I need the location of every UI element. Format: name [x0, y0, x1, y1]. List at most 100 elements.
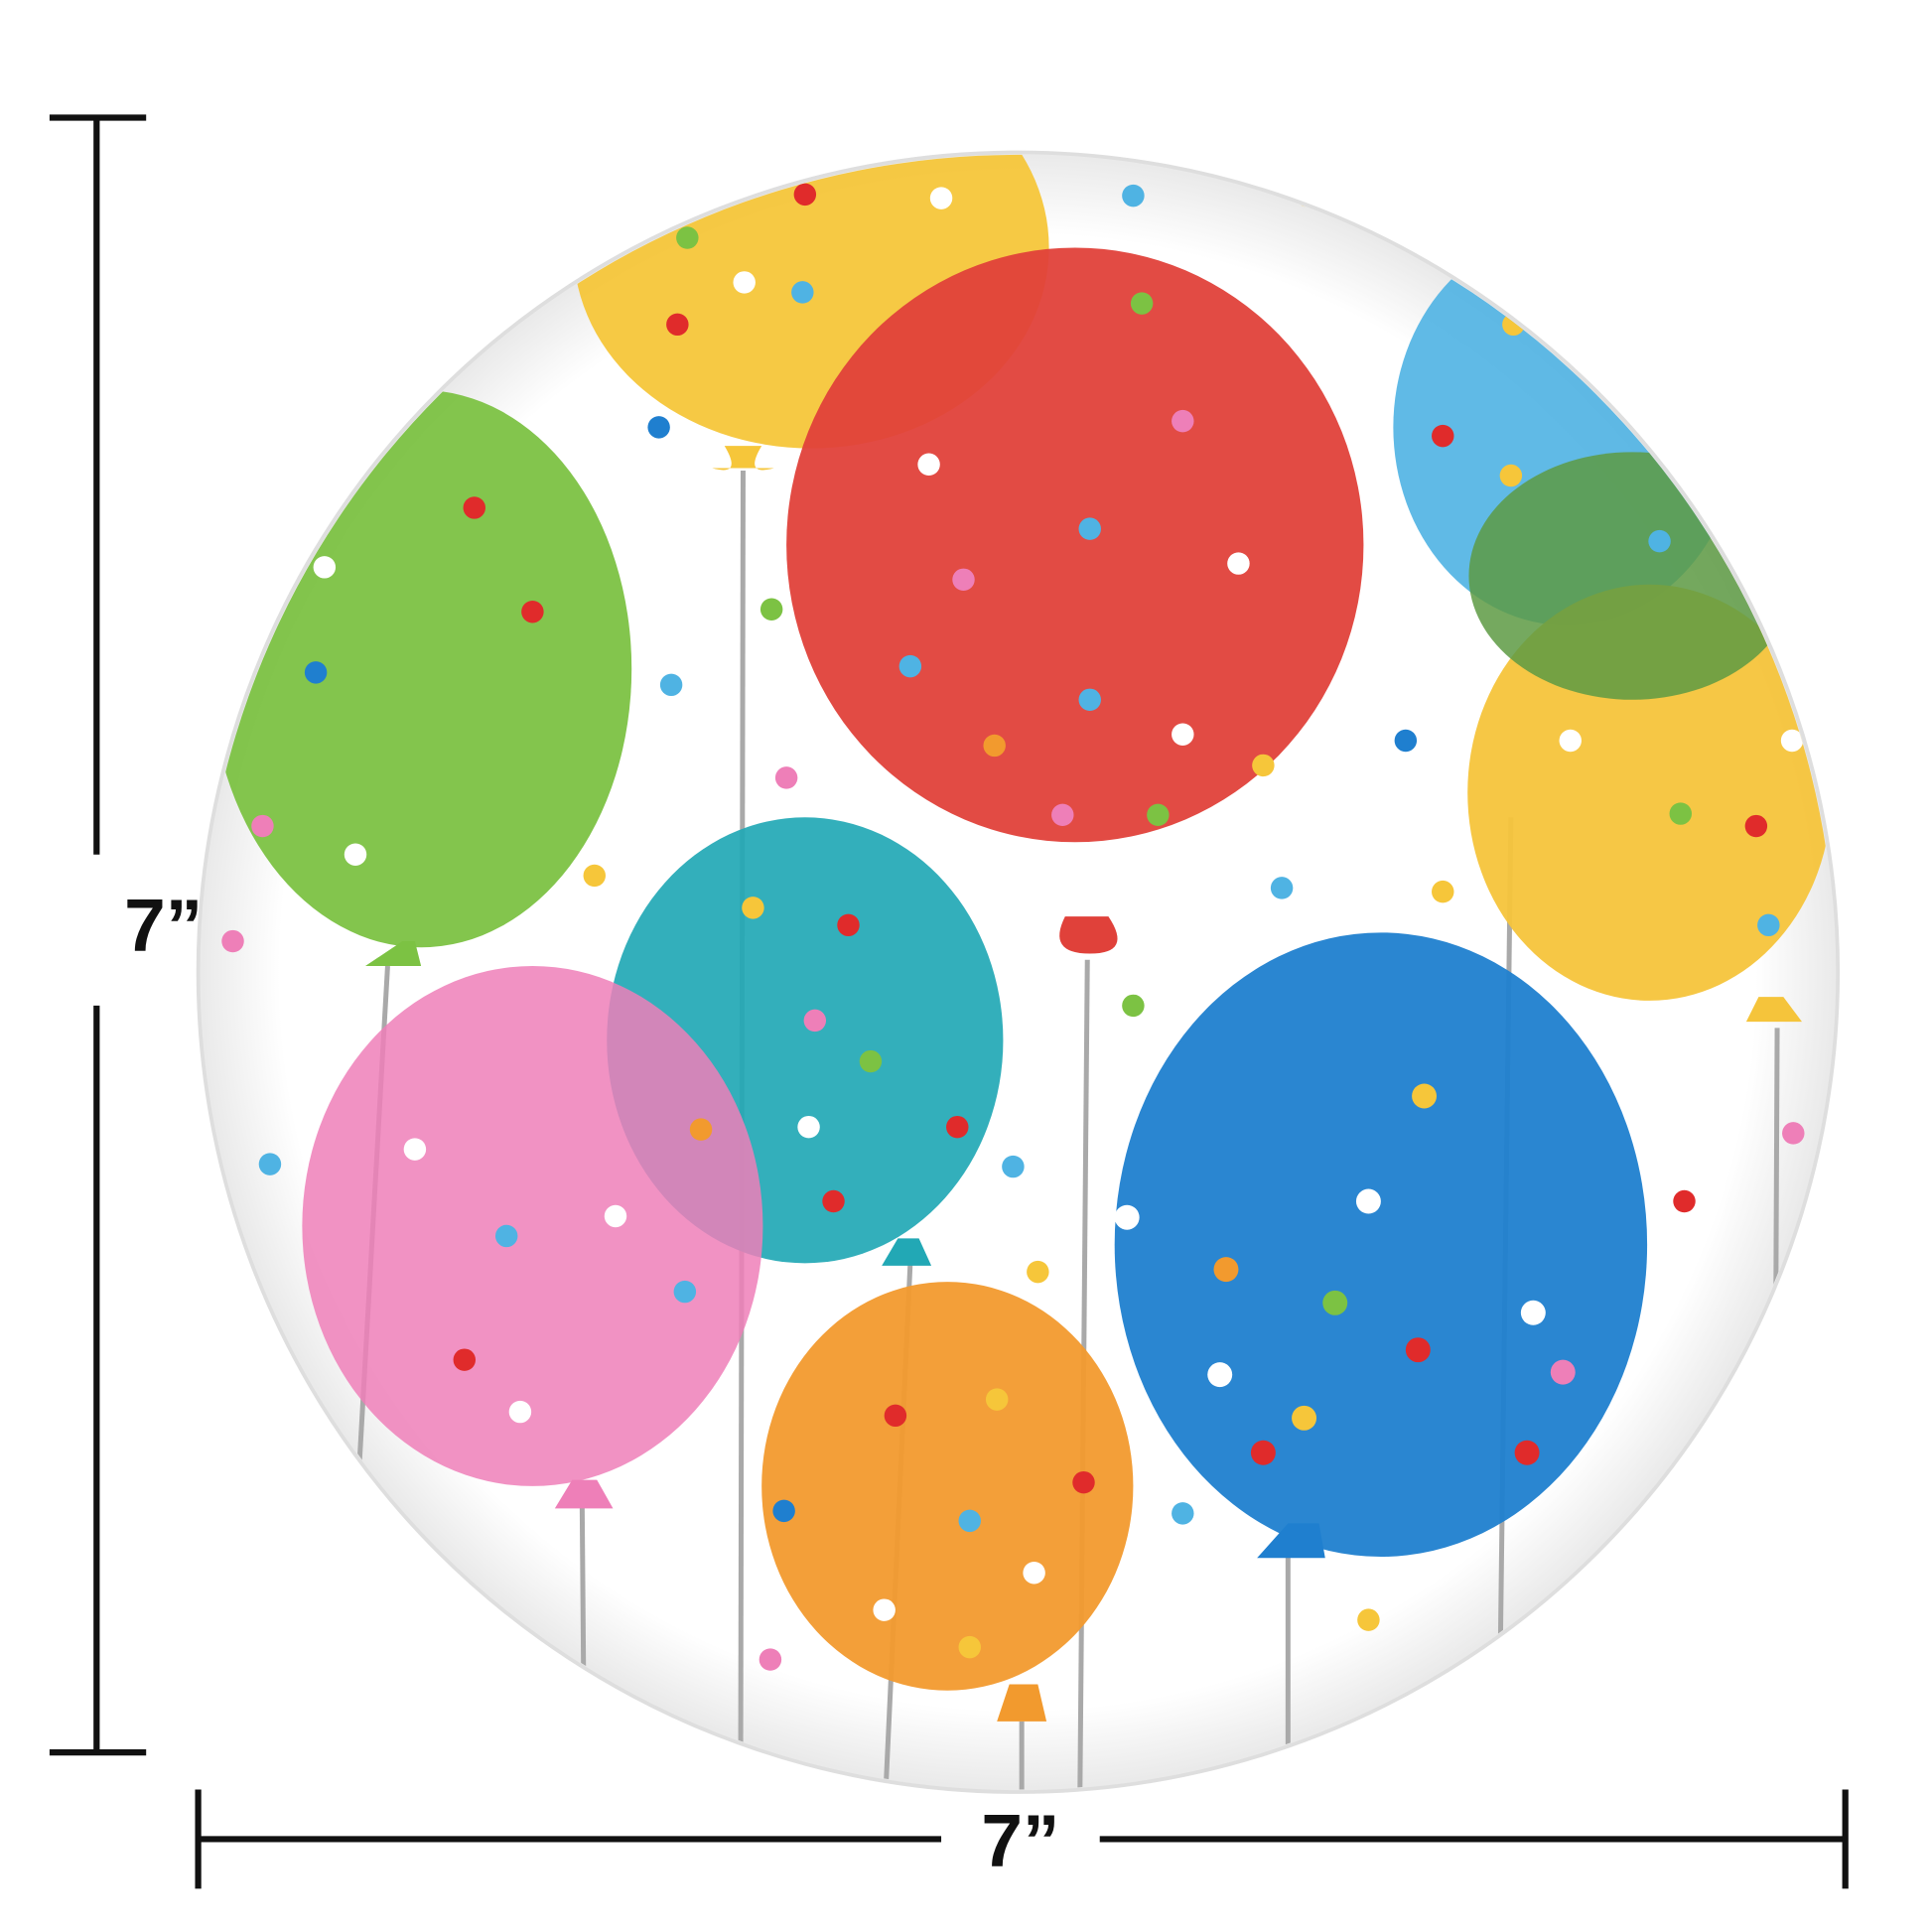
balloon [786, 247, 1364, 843]
confetti-dot [1405, 1337, 1431, 1363]
confetti-dot [604, 1204, 627, 1228]
confetti-dot [344, 843, 367, 866]
confetti-dot [1648, 529, 1671, 553]
confetti-dot [774, 766, 798, 789]
balloon [210, 389, 632, 948]
confetti-dot [463, 496, 485, 519]
confetti-dot [1608, 357, 1631, 380]
confetti-dot [1114, 1204, 1140, 1230]
confetti-dot [1782, 1122, 1805, 1145]
confetti-dot [1172, 723, 1194, 746]
confetti-dot [1002, 1155, 1025, 1178]
confetti-dot [1412, 1083, 1438, 1109]
confetti-dot [1357, 1608, 1380, 1631]
confetti-dot [1072, 1470, 1095, 1494]
confetti-dot [1757, 913, 1780, 937]
confetti-dot [772, 1499, 795, 1523]
confetti-dot [1130, 292, 1154, 315]
confetti-dot [759, 598, 783, 621]
confetti-dot [1432, 424, 1454, 448]
confetti-dot [791, 281, 814, 304]
confetti-dot [673, 1280, 697, 1304]
confetti-dot [793, 183, 817, 207]
confetti-dot [453, 1348, 477, 1371]
confetti-dot [493, 286, 517, 309]
balloon [364, 941, 422, 966]
confetti-dot [1292, 1405, 1317, 1431]
confetti-dot [1122, 184, 1145, 207]
confetti-dot [1172, 1502, 1194, 1525]
balloon [1114, 932, 1648, 1558]
confetti-dot [742, 897, 764, 919]
confetti-dot [1051, 803, 1074, 827]
confetti-dot [258, 1153, 282, 1175]
plate [196, 150, 1841, 1794]
confetti-dot [1559, 729, 1582, 753]
confetti-dot [1394, 729, 1418, 753]
confetti-dot [403, 1138, 427, 1161]
confetti-dot [917, 453, 940, 477]
confetti-dot [221, 929, 244, 953]
confetti-dot [251, 814, 274, 838]
confetti-dot [1213, 1257, 1239, 1283]
confetti-dot [1322, 1290, 1348, 1315]
width-label: 7” [981, 1799, 1059, 1882]
confetti-dot [859, 1049, 883, 1073]
confetti-dot [666, 313, 689, 337]
confetti-dot [952, 568, 975, 592]
confetti-dot [1432, 880, 1454, 903]
confetti-dot [1520, 1300, 1546, 1325]
confetti-dot [676, 226, 699, 249]
balloon [712, 446, 774, 471]
confetti-dot [494, 1224, 518, 1248]
confetti-dot [1027, 1260, 1049, 1284]
confetti-dot [647, 416, 670, 439]
balloon [1745, 997, 1803, 1023]
balloon [1059, 916, 1118, 954]
confetti-dot [521, 601, 544, 623]
confetti-dot [1122, 994, 1145, 1018]
confetti-dot [929, 187, 953, 209]
confetti-dot [837, 913, 860, 937]
height-label: 7” [124, 884, 203, 967]
balloon [1467, 584, 1832, 1001]
confetti-dot [958, 1635, 981, 1659]
confetti-dot [659, 673, 683, 697]
confetti-dot [1669, 802, 1692, 825]
confetti-dot [1147, 803, 1170, 827]
balloon [302, 966, 763, 1486]
confetti-dot [958, 1509, 981, 1533]
confetti-dot [797, 1115, 820, 1139]
balloon [882, 1238, 932, 1266]
confetti-dot [304, 661, 328, 684]
confetti-dot [583, 864, 606, 888]
confetti-dot [873, 1598, 896, 1621]
confetti-dot [1744, 814, 1768, 838]
balloon [554, 1479, 614, 1509]
balloon [1257, 1523, 1325, 1559]
confetti-dots [221, 183, 1805, 1671]
confetti-dot [1499, 464, 1523, 487]
confetti-dot [1227, 552, 1250, 575]
confetti-dot [1270, 877, 1294, 899]
confetti-dot [983, 734, 1006, 758]
confetti-dot [803, 1009, 827, 1033]
confetti-dot [1550, 1359, 1576, 1385]
dimension-lines [49, 114, 1849, 1889]
confetti-dot [733, 271, 756, 294]
confetti-dot [689, 1118, 713, 1141]
confetti-dot [946, 1115, 969, 1139]
balloon [761, 1282, 1134, 1691]
confetti-dot [1250, 1440, 1276, 1465]
confetti-dot [1673, 1189, 1696, 1213]
balloon [997, 1684, 1047, 1722]
confetti-dot [313, 556, 337, 579]
confetti-dot [1252, 754, 1275, 777]
balloon-string [579, 1498, 588, 1790]
confetti-dot [508, 1400, 532, 1424]
confetti-dot [1078, 517, 1101, 540]
confetti-dot [985, 1388, 1009, 1411]
confetti-dot [1355, 1188, 1381, 1214]
